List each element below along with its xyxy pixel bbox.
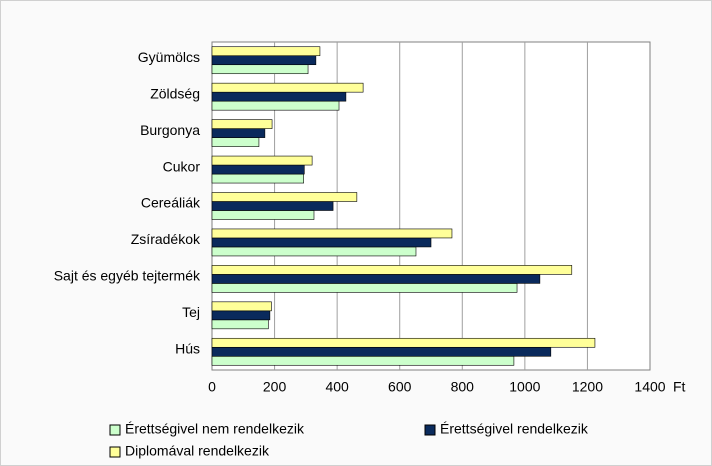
bar: [211, 55, 317, 66]
y-tick-label: Gyümölcs: [138, 49, 200, 65]
bar: [211, 128, 266, 138]
bar: [211, 228, 453, 239]
bar: [211, 100, 340, 111]
bar: [211, 119, 273, 129]
bar: [211, 283, 518, 293]
legend-swatch: [109, 446, 121, 458]
bar: [211, 355, 515, 366]
bar: [211, 192, 358, 202]
bar: [211, 164, 305, 175]
bar: [211, 274, 541, 284]
bar: [211, 346, 552, 357]
legend-label: Érettségivel nem rendelkezik: [125, 421, 305, 437]
x-tick-label: 800: [451, 379, 475, 395]
x-tick-label: 400: [325, 379, 349, 395]
y-tick-label: Sajt és egyéb tejtermék: [54, 268, 201, 284]
legend-swatch: [109, 424, 121, 436]
y-tick-label: Zöldség: [150, 85, 200, 101]
x-tick-label: 600: [388, 379, 412, 395]
x-axis-label: Ft: [673, 379, 686, 395]
x-tick-label: 1200: [572, 379, 603, 395]
bar: [211, 155, 313, 166]
legend-label: Érettségivel rendelkezik: [440, 421, 589, 437]
bar: [211, 82, 364, 93]
y-tick-label: Cereáliák: [141, 195, 201, 211]
x-tick-label: 200: [263, 379, 287, 395]
bar: [211, 201, 334, 211]
bar: [211, 137, 260, 147]
bar: [211, 46, 321, 57]
bar: [211, 265, 573, 275]
bar: [211, 91, 347, 102]
x-tick-label: 1400: [634, 379, 665, 395]
bar: [211, 246, 417, 257]
bar: [211, 310, 271, 321]
bar: [211, 319, 269, 330]
x-tick-label: 1000: [509, 379, 540, 395]
y-tick-label: Zsíradékok: [131, 231, 201, 247]
bar: [211, 64, 309, 75]
y-tick-label: Burgonya: [140, 122, 200, 138]
bar: [211, 237, 432, 248]
bar: [211, 210, 315, 220]
y-tick-label: Tej: [182, 304, 200, 320]
bar: [211, 173, 304, 184]
x-tick-label: 0: [208, 379, 216, 395]
bar: [211, 337, 596, 348]
bar: [211, 301, 272, 312]
y-tick-label: Cukor: [163, 158, 201, 174]
legend-label: Diplomával rendelkezik: [125, 443, 270, 459]
legend-swatch: [424, 424, 436, 436]
y-tick-label: Hús: [175, 340, 200, 356]
